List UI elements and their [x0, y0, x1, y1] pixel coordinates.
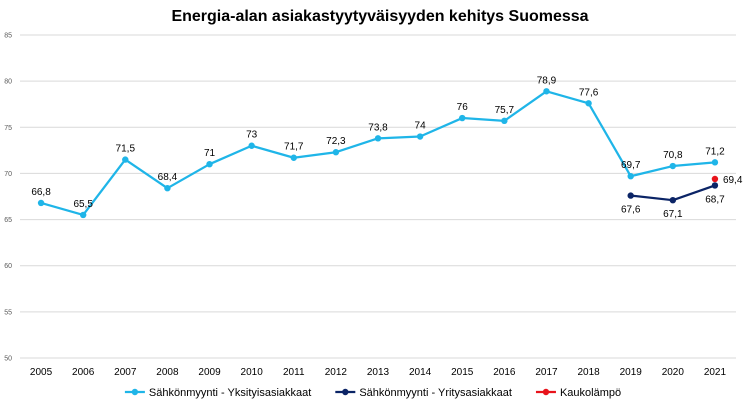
legend-marker — [131, 388, 139, 396]
data-point — [164, 184, 171, 192]
y-tick-label: 75 — [4, 125, 12, 132]
data-label: 69,4 — [723, 175, 743, 186]
y-tick-label: 65 — [4, 217, 12, 224]
legend-item: Sähkönmyynti - Yksityisasiakkaat — [124, 387, 311, 399]
y-tick-label: 80 — [4, 79, 12, 86]
data-point — [206, 161, 213, 168]
data-point — [669, 196, 677, 204]
chart-title: Energia-alan asiakastyytyväisyyden kehit… — [171, 8, 588, 25]
legend: Sähkönmyynti - Yksityisasiakkaat Sähkönmy… — [124, 387, 621, 399]
legend-item: Kaukolämpö — [535, 387, 621, 399]
data-point — [79, 211, 87, 219]
data-label: 78,9 — [537, 75, 557, 86]
x-tick-label: 2012 — [325, 367, 348, 378]
data-label: 68,7 — [705, 194, 725, 205]
legend-label: Sähkönmyynti - Yritysasiakkaat — [359, 387, 512, 399]
data-point — [374, 135, 382, 142]
data-label: 77,6 — [579, 87, 599, 98]
y-tick-label: 60 — [4, 263, 12, 270]
x-tick-label: 2013 — [367, 367, 390, 378]
legend-item: Sähkönmyynti - Yritysasiakkaat — [335, 387, 512, 399]
data-point — [711, 182, 719, 189]
x-tick-label: 2017 — [535, 367, 558, 378]
data-point — [416, 133, 424, 140]
series-line — [40, 90, 716, 217]
data-label: 68,4 — [158, 172, 178, 183]
series — [37, 88, 719, 219]
x-tick-label: 2006 — [72, 367, 95, 378]
data-point — [543, 88, 550, 95]
legend-label: Sähkönmyynti - Yksityisasiakkaat — [149, 387, 311, 399]
x-tick-label: 2008 — [156, 367, 179, 378]
data-label: 71 — [204, 148, 216, 159]
data-point — [501, 117, 508, 125]
data-label: 65,5 — [73, 199, 93, 210]
data-label: 67,1 — [663, 209, 683, 220]
data-point — [248, 142, 255, 149]
data-point — [290, 154, 297, 161]
data-point — [122, 156, 129, 163]
legend-label: Kaukolämpö — [560, 387, 621, 399]
x-tick-label: 2015 — [451, 367, 474, 378]
data-label: 75,7 — [495, 105, 515, 116]
data-label: 66,8 — [31, 187, 51, 198]
x-tick-label: 2021 — [704, 367, 727, 378]
data-labels: 66,8 65,5 71,5 68,4 71 73 71,7 72,3 73,8 74 76 75,7… — [31, 75, 743, 220]
x-tick-label: 2009 — [198, 367, 221, 378]
x-tick-label: 2016 — [493, 367, 516, 378]
data-point — [711, 175, 719, 183]
data-label: 70,8 — [663, 150, 683, 161]
data-label: 74 — [415, 121, 427, 132]
gridlines — [20, 34, 736, 359]
data-point — [332, 149, 340, 156]
y-tick-label: 55 — [4, 309, 12, 316]
x-tick-label: 2010 — [241, 367, 264, 378]
data-label: 71,7 — [284, 142, 304, 153]
data-point — [711, 159, 719, 166]
y-tick-label: 70 — [4, 171, 12, 178]
x-tick-label: 2011 — [283, 367, 305, 378]
legend-marker — [342, 388, 349, 396]
x-axis-ticks: 2005 2006 2007 2008 2009 2010 2011 2012 2013 2014… — [30, 367, 727, 378]
data-point — [669, 162, 677, 170]
data-point — [37, 199, 45, 207]
data-point — [627, 172, 634, 180]
y-axis-ticks: 50 55 60 65 70 75 80 85 — [4, 33, 12, 363]
x-tick-label: 2005 — [30, 367, 53, 378]
data-label: 67,6 — [621, 205, 641, 216]
data-label: 73 — [246, 130, 258, 141]
y-tick-label: 85 — [4, 33, 12, 40]
legend-marker — [542, 388, 550, 396]
x-tick-label: 2007 — [114, 367, 137, 378]
data-point — [585, 100, 592, 107]
x-tick-label: 2020 — [662, 367, 685, 378]
data-label: 71,2 — [705, 146, 725, 157]
data-label: 72,3 — [326, 136, 346, 147]
y-tick-label: 50 — [4, 356, 12, 363]
data-label: 73,8 — [368, 122, 388, 133]
data-label: 69,7 — [621, 160, 641, 171]
x-tick-label: 2018 — [577, 367, 600, 378]
x-tick-label: 2019 — [620, 367, 643, 378]
x-tick-label: 2014 — [409, 367, 432, 378]
data-point — [627, 192, 634, 199]
data-point — [459, 114, 466, 122]
data-label: 76 — [457, 102, 469, 113]
data-label: 71,5 — [116, 144, 136, 155]
